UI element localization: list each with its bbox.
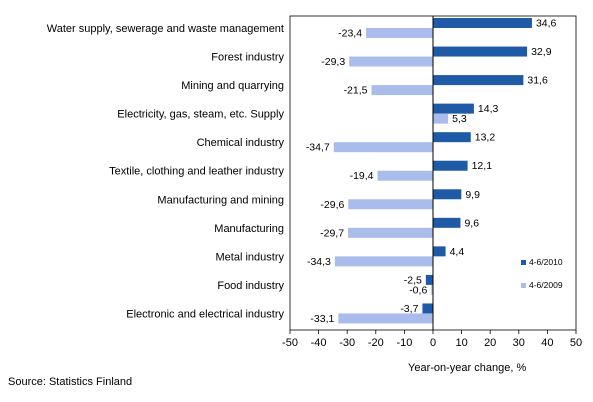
x-axis: -50 -40 -30 -20 -10 0 10 20 30 40 50 (282, 16, 582, 349)
x-tick-label: -20 (368, 337, 384, 349)
legend-label: 4-6/2009 (529, 280, 563, 290)
category-label: Metal industry (216, 251, 285, 263)
data-label: 32,9 (531, 46, 552, 58)
data-label: 13,2 (475, 132, 496, 144)
legend-label: 4-6/2010 (529, 257, 563, 267)
bar-4-6/2010 (433, 75, 524, 86)
category-label: Water supply, sewerage and waste managem… (47, 23, 284, 35)
bar-4-6/2010 (433, 132, 471, 143)
bar-4-6/2010 (433, 18, 532, 28)
bar-4-6/2010 (433, 217, 461, 228)
bar-4-6/2009 (348, 227, 433, 238)
data-label: -29,6 (320, 199, 344, 211)
data-label: 4,4 (450, 246, 465, 258)
bar-4-6/2009 (338, 313, 433, 324)
bar-4-6/2010 (433, 46, 528, 57)
x-tick-label: 30 (513, 337, 525, 349)
bar-4-6/2010 (433, 160, 468, 171)
data-label: 9,6 (464, 217, 479, 229)
bar-4-6/2010 (425, 274, 433, 285)
category-label: Chemical industry (197, 137, 285, 149)
x-tick-label: -10 (396, 337, 412, 349)
bar-4-6/2009 (334, 256, 433, 267)
bar-4-6/2009 (377, 170, 433, 181)
category-labels: Water supply, sewerage and waste managem… (47, 23, 285, 320)
data-label: -19,4 (350, 170, 374, 182)
bar-4-6/2010 (433, 246, 446, 257)
legend: 4-6/2010 4-6/2009 (521, 257, 563, 290)
data-label: -29,3 (321, 56, 345, 68)
bar-4-6/2009 (333, 142, 433, 153)
bars (333, 18, 532, 324)
data-label: 12,1 (472, 160, 493, 172)
bar-4-6/2010 (422, 303, 433, 314)
x-axis-title: Year-on-year change, % (408, 362, 527, 374)
bar-4-6/2010 (433, 189, 462, 200)
bar-4-6/2009 (431, 284, 433, 295)
bar-4-6/2009 (366, 28, 433, 38)
data-label: -2,5 (404, 274, 422, 286)
x-tick-label: 50 (570, 337, 582, 349)
data-labels: 34,6 -23,4 32,9 -29,3 31,6 -21,5 14,3 5,3 13,2 -3… (306, 18, 557, 325)
source-note: Source: Statistics Finland (8, 376, 133, 388)
data-label: -33,1 (310, 313, 334, 325)
bar-4-6/2009 (348, 199, 433, 210)
category-label: Manufacturing and mining (157, 194, 284, 206)
data-label: 5,3 (452, 113, 467, 125)
data-label: -23,4 (338, 28, 362, 40)
x-tick-label: 20 (484, 337, 496, 349)
category-label: Textile, clothing and leather industry (109, 166, 284, 178)
data-label: 34,6 (536, 18, 557, 30)
data-label: -34,7 (306, 142, 330, 154)
data-label: -21,5 (344, 85, 368, 97)
bar-4-6/2009 (433, 113, 449, 124)
data-label: -0,6 (409, 284, 427, 296)
category-label: Mining and quarrying (181, 80, 284, 92)
bar-4-6/2009 (349, 56, 433, 67)
category-label: Food industry (217, 280, 284, 292)
bar-4-6/2009 (371, 85, 433, 96)
x-tick-label: 0 (430, 337, 436, 349)
data-label: 9,9 (465, 189, 480, 201)
category-label: Electronic and electrical industry (126, 308, 284, 320)
data-label: -3,7 (400, 303, 418, 315)
data-label: -29,7 (320, 227, 344, 239)
data-label: 31,6 (527, 75, 548, 87)
bar-4-6/2010 (433, 103, 474, 114)
legend-swatch (521, 283, 526, 288)
legend-swatch (521, 260, 526, 265)
category-label: Electricity, gas, steam, etc. Supply (117, 109, 284, 121)
x-tick-label: 40 (541, 337, 553, 349)
x-tick-label: -30 (339, 337, 355, 349)
category-label: Manufacturing (214, 223, 284, 235)
data-label: 14,3 (478, 103, 499, 115)
x-tick-label: 10 (455, 337, 467, 349)
data-label: -34,3 (307, 256, 331, 268)
x-tick-label: -50 (282, 337, 298, 349)
x-tick-label: -40 (311, 337, 327, 349)
category-label: Forest industry (211, 52, 284, 64)
